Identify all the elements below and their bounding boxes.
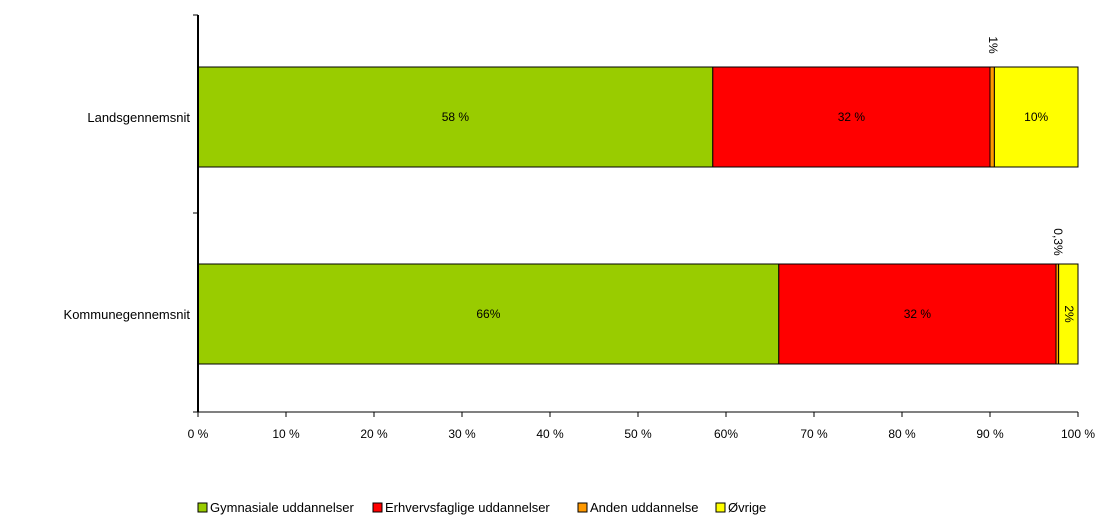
legend: Gymnasiale uddannelser Erhvervsfaglige ud…	[197, 500, 766, 515]
x-tick-label: 0 %	[188, 427, 209, 441]
data-labels-layer: 58 % 32 % 1% 10% 66% 32 % 0,3% 2%	[442, 36, 1076, 323]
x-tick-label: 70 %	[800, 427, 828, 441]
x-tick-label: 30 %	[448, 427, 476, 441]
legend-swatch	[372, 502, 383, 513]
data-label: 0,3%	[1051, 228, 1065, 256]
bar-segment	[778, 263, 1057, 365]
x-tick-label: 100 %	[1061, 427, 1095, 441]
x-tick-label: 80 %	[888, 427, 916, 441]
legend-swatch	[197, 502, 208, 513]
bar-segment	[993, 66, 1079, 168]
data-label: 58 %	[442, 110, 470, 124]
category-label: Kommunegennemsnit	[64, 307, 191, 322]
bar-segment	[197, 263, 780, 365]
bar-segment	[197, 66, 714, 168]
bar-segment	[989, 66, 995, 168]
legend-label: Erhvervsfaglige uddannelser	[385, 500, 550, 515]
x-tick-label: 50 %	[624, 427, 652, 441]
x-tick-label: 20 %	[360, 427, 388, 441]
legend-label: Øvrige	[728, 500, 766, 515]
data-label: 66%	[476, 307, 500, 321]
x-tick-label: 90 %	[976, 427, 1004, 441]
category-labels-layer: Landsgennemsnit Kommunegennemsnit	[64, 110, 191, 322]
data-label: 10%	[1024, 110, 1048, 124]
data-label: 1%	[986, 36, 1000, 54]
data-label: 2%	[1062, 305, 1076, 323]
data-label: 32 %	[838, 110, 866, 124]
data-label: 32 %	[904, 307, 932, 321]
x-tick-label: 60%	[714, 427, 738, 441]
x-ticks-layer: 0 % 10 % 20 % 30 % 40 % 50 % 60% 70 % 80 % 90 % 10…	[188, 14, 1095, 441]
x-tick-label: 40 %	[536, 427, 564, 441]
legend-swatch	[715, 502, 726, 513]
bar-segment	[1058, 263, 1079, 365]
legend-swatch	[577, 502, 588, 513]
x-tick-label: 10 %	[272, 427, 300, 441]
bars-layer	[197, 66, 1079, 365]
bar-segment	[712, 66, 991, 168]
legend-label: Anden uddannelse	[590, 500, 698, 515]
category-label: Landsgennemsnit	[87, 110, 190, 125]
legend-label: Gymnasiale uddannelser	[210, 500, 354, 515]
